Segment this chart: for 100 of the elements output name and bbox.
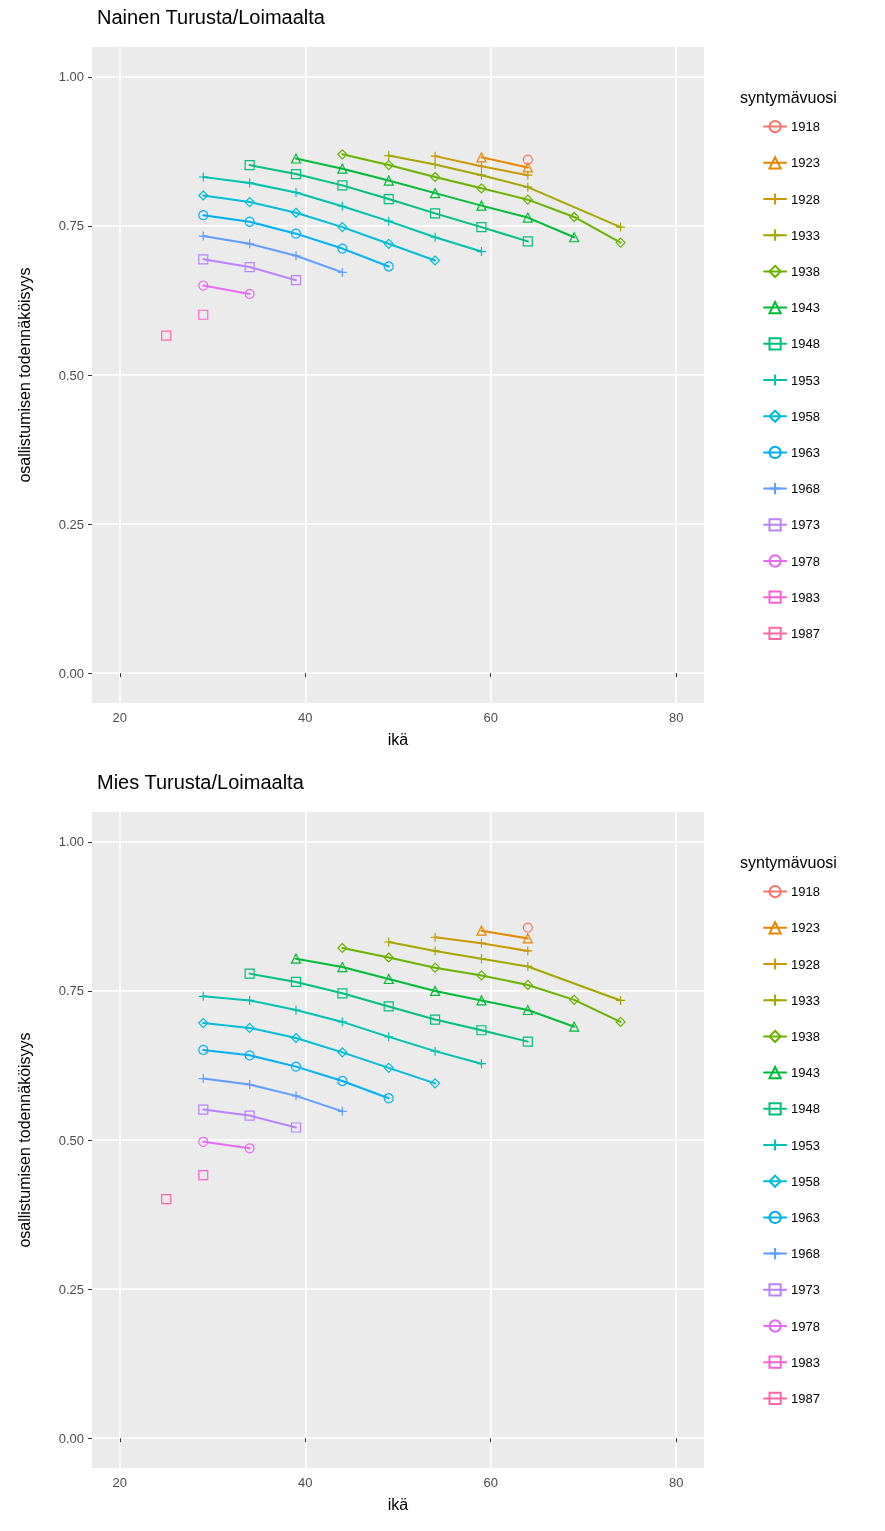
point — [383, 973, 394, 985]
point — [198, 1170, 209, 1181]
y-tick-label: 0.25 — [58, 1281, 84, 1297]
legend-label: 1943 — [791, 1065, 820, 1081]
point — [476, 183, 487, 194]
legend-label: 1918 — [791, 884, 820, 900]
point — [198, 1136, 209, 1147]
point — [198, 171, 209, 183]
point — [337, 243, 348, 254]
y-tick-label: 0.50 — [58, 367, 84, 383]
x-axis-title: ikä — [387, 730, 409, 748]
point — [244, 1022, 255, 1033]
point — [522, 1004, 533, 1016]
point — [383, 159, 394, 171]
point — [290, 228, 302, 239]
point — [290, 1004, 302, 1016]
point — [337, 149, 348, 160]
legend-label: 1938 — [791, 1028, 820, 1044]
point — [569, 994, 580, 1005]
point — [569, 1021, 580, 1032]
point — [244, 159, 255, 171]
x-tick-label: 80 — [668, 1475, 684, 1490]
point — [429, 1046, 441, 1057]
point — [429, 208, 441, 219]
point — [244, 196, 255, 208]
legend-label: 1963 — [791, 444, 820, 460]
point — [429, 171, 441, 183]
point — [429, 1078, 441, 1089]
point — [244, 1143, 255, 1154]
legend-title: syntymävuosi — [740, 88, 837, 106]
point — [429, 932, 441, 943]
legend-label: 1943 — [791, 300, 820, 316]
legend-title: syntymävuosi — [740, 853, 837, 871]
point — [522, 1036, 533, 1047]
legend-label: 1923 — [791, 155, 820, 171]
x-tick-label: 80 — [668, 710, 684, 725]
legend-label: 1918 — [791, 119, 820, 135]
point — [244, 968, 255, 979]
point — [522, 979, 533, 991]
legend-label: 1948 — [791, 336, 820, 352]
point — [383, 193, 394, 205]
x-tick-label: 20 — [112, 1475, 128, 1490]
point — [198, 1018, 209, 1029]
point — [522, 945, 533, 957]
point — [290, 250, 302, 261]
legend-label: 1938 — [791, 263, 820, 279]
point — [569, 232, 580, 243]
legend-label: 1978 — [791, 1318, 820, 1334]
point — [161, 330, 172, 341]
point — [476, 995, 487, 1006]
point — [615, 222, 626, 233]
y-tick-label: 0.25 — [58, 516, 84, 532]
point — [476, 1025, 487, 1036]
legend-label: 1928 — [791, 191, 820, 207]
point — [337, 1075, 348, 1087]
point — [383, 952, 394, 963]
y-tick-label: 0.50 — [58, 1132, 84, 1148]
point — [290, 976, 302, 988]
point — [615, 1016, 626, 1028]
point — [198, 190, 209, 201]
y-tick-label: 1.00 — [58, 69, 84, 85]
legend-label: 1968 — [791, 1246, 820, 1262]
legend-label: 1953 — [791, 372, 820, 388]
point — [522, 922, 533, 933]
point — [522, 212, 533, 223]
point — [476, 970, 487, 981]
legend-label: 1963 — [791, 1209, 820, 1225]
x-tick-label: 40 — [298, 1475, 313, 1490]
point — [198, 280, 209, 291]
legend-label: 1958 — [791, 408, 820, 424]
point — [522, 236, 533, 247]
point — [429, 1014, 441, 1025]
point — [383, 1093, 394, 1104]
point — [244, 288, 255, 299]
point — [337, 961, 348, 973]
point — [569, 211, 580, 223]
point — [290, 207, 302, 218]
point — [198, 1044, 209, 1056]
legend-label: 1973 — [791, 517, 820, 533]
x-tick-label: 60 — [483, 710, 498, 725]
x-tick-label: 20 — [112, 710, 128, 725]
x-tick-label: 40 — [298, 710, 313, 725]
y-tick-label: 0.75 — [58, 218, 84, 234]
point — [290, 1122, 302, 1133]
point — [476, 222, 487, 233]
y-tick-label: 1.00 — [58, 834, 84, 850]
y-axis-title: osallistumisen todennäköisyys — [15, 267, 33, 483]
legend-label: 1948 — [791, 1101, 820, 1117]
legend-label: 1968 — [791, 481, 820, 497]
point — [429, 232, 441, 243]
point — [198, 210, 209, 221]
point — [429, 945, 441, 957]
point — [383, 238, 394, 249]
point — [383, 216, 394, 227]
point — [337, 988, 348, 999]
point — [522, 194, 533, 205]
point — [244, 1050, 255, 1061]
point — [290, 1032, 302, 1044]
legend-label: 1983 — [791, 1354, 820, 1370]
legend-label: 1958 — [791, 1173, 820, 1189]
